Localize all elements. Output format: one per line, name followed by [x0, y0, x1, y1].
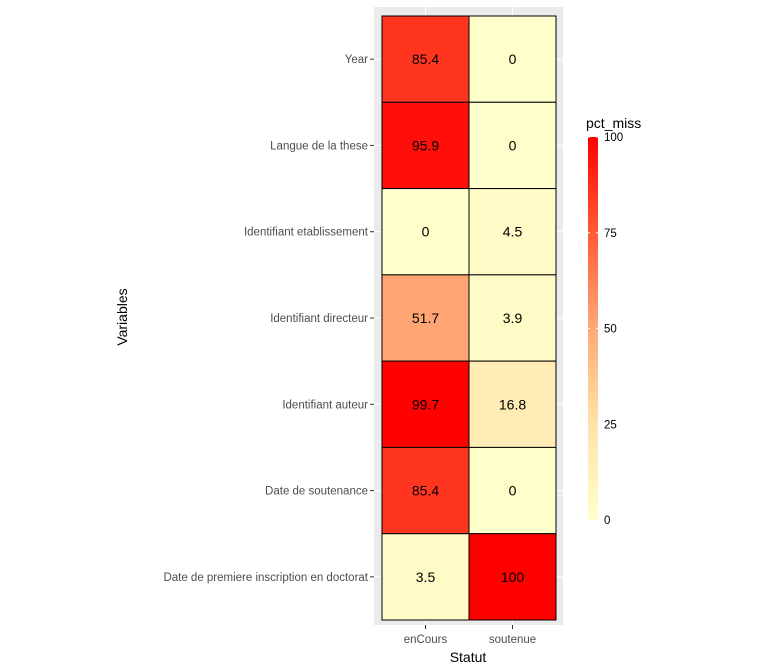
legend-tick-label: 25	[604, 419, 617, 431]
y-tick-label: Year	[345, 54, 368, 66]
heatmap-cell	[381, 446, 470, 535]
x-axis-ticks: enCours soutenue	[404, 625, 536, 646]
legend-tick-label: 75	[604, 228, 617, 240]
legend-tick-label: 0	[604, 515, 610, 527]
heatmap-cell	[468, 446, 557, 535]
cell-value-label: 99.7	[412, 396, 439, 412]
cell-value-label: 3.9	[503, 310, 523, 326]
y-tick-label: Langue de la these	[270, 140, 368, 152]
legend-tick-label: 100	[604, 132, 623, 144]
legend: pct_miss 100 75 50 25 0	[586, 115, 641, 527]
heatmap-cell	[381, 101, 470, 190]
cell-value-label: 51.7	[412, 310, 439, 326]
heatmap-cells	[381, 15, 557, 621]
x-tick-label: enCours	[404, 634, 448, 646]
heatmap-cell	[381, 360, 470, 448]
legend-tick-label: 50	[604, 324, 617, 336]
heatmap-cell	[381, 533, 470, 621]
y-axis-title: Variables	[114, 288, 130, 345]
cell-value-label: 100	[501, 569, 525, 585]
cell-value-label: 0	[509, 51, 517, 67]
cell-value-label: 0	[509, 137, 517, 153]
cell-value-label: 3.5	[416, 569, 436, 585]
cell-value-label: 0	[422, 224, 430, 240]
heatmap-cell-labels: 85.4 0 95.9 0 0 4.5 51.7 3.9 99.7 16.8 85.4 0 3.5 100	[412, 51, 526, 585]
y-tick-label: Identifiant directeur	[270, 313, 368, 325]
cell-value-label: 85.4	[412, 51, 439, 67]
heatmap-cell	[468, 274, 557, 362]
cell-value-label: 4.5	[503, 224, 523, 240]
heatmap-cell	[468, 15, 557, 103]
cell-value-label: 95.9	[412, 137, 439, 153]
x-tick-label: soutenue	[489, 634, 536, 646]
heatmap-cell	[381, 274, 470, 362]
cell-value-label: 16.8	[499, 396, 526, 412]
heatmap-cell	[468, 101, 557, 190]
heatmap-cell	[468, 360, 557, 448]
y-tick-label: Date de soutenance	[265, 486, 368, 498]
legend-colorbar	[588, 137, 598, 520]
y-tick-label: Date de premiere inscription en doctorat	[163, 572, 368, 584]
legend-ticks: 100 75 50 25 0	[588, 132, 623, 527]
cell-value-label: 85.4	[412, 483, 439, 499]
y-axis-ticks: Year Langue de la these Identifiant etabli…	[163, 54, 374, 584]
y-tick-label: Identifiant etablissement	[244, 227, 369, 239]
cell-value-label: 0	[509, 483, 517, 499]
y-tick-label: Identifiant auteur	[282, 399, 368, 411]
legend-title: pct_miss	[586, 115, 641, 131]
x-axis-title: Statut	[450, 649, 487, 665]
heatmap-cell	[468, 533, 557, 621]
heatmap-cell	[381, 15, 470, 103]
